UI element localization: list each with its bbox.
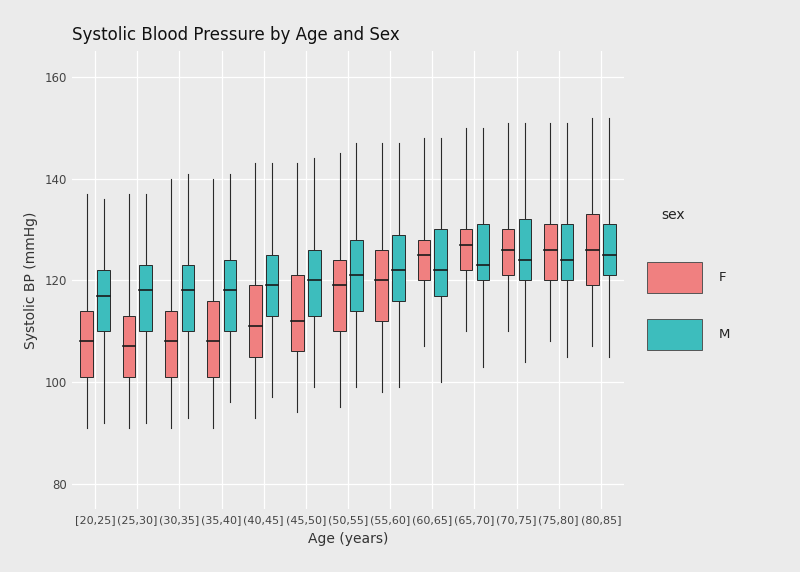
Bar [375, 250, 388, 321]
Bar [266, 255, 278, 316]
Bar [334, 260, 346, 331]
Bar [460, 229, 472, 270]
Bar [586, 214, 598, 285]
Text: Systolic Blood Pressure by Age and Sex: Systolic Blood Pressure by Age and Sex [72, 26, 400, 45]
Bar [122, 316, 135, 377]
Bar [647, 262, 702, 293]
Bar [308, 250, 321, 316]
Bar [291, 275, 304, 351]
Bar [603, 224, 615, 275]
Bar [418, 240, 430, 280]
Text: F: F [719, 271, 726, 284]
Bar [544, 224, 557, 280]
Bar [224, 260, 236, 331]
Bar [182, 265, 194, 331]
Bar [165, 311, 178, 377]
Bar [477, 224, 489, 280]
Bar [98, 270, 110, 331]
Bar [647, 319, 702, 350]
Text: M: M [719, 328, 730, 341]
Bar [561, 224, 574, 280]
X-axis label: Age (years): Age (years) [308, 531, 388, 546]
Bar [434, 229, 447, 296]
Bar [249, 285, 262, 356]
Bar [81, 311, 93, 377]
Bar [502, 229, 514, 275]
Bar [139, 265, 152, 331]
Y-axis label: Systolic BP (mmHg): Systolic BP (mmHg) [24, 212, 38, 349]
Bar [350, 240, 362, 311]
Bar [518, 219, 531, 280]
Bar [392, 235, 405, 301]
Bar [207, 301, 219, 377]
Text: sex: sex [662, 208, 686, 221]
